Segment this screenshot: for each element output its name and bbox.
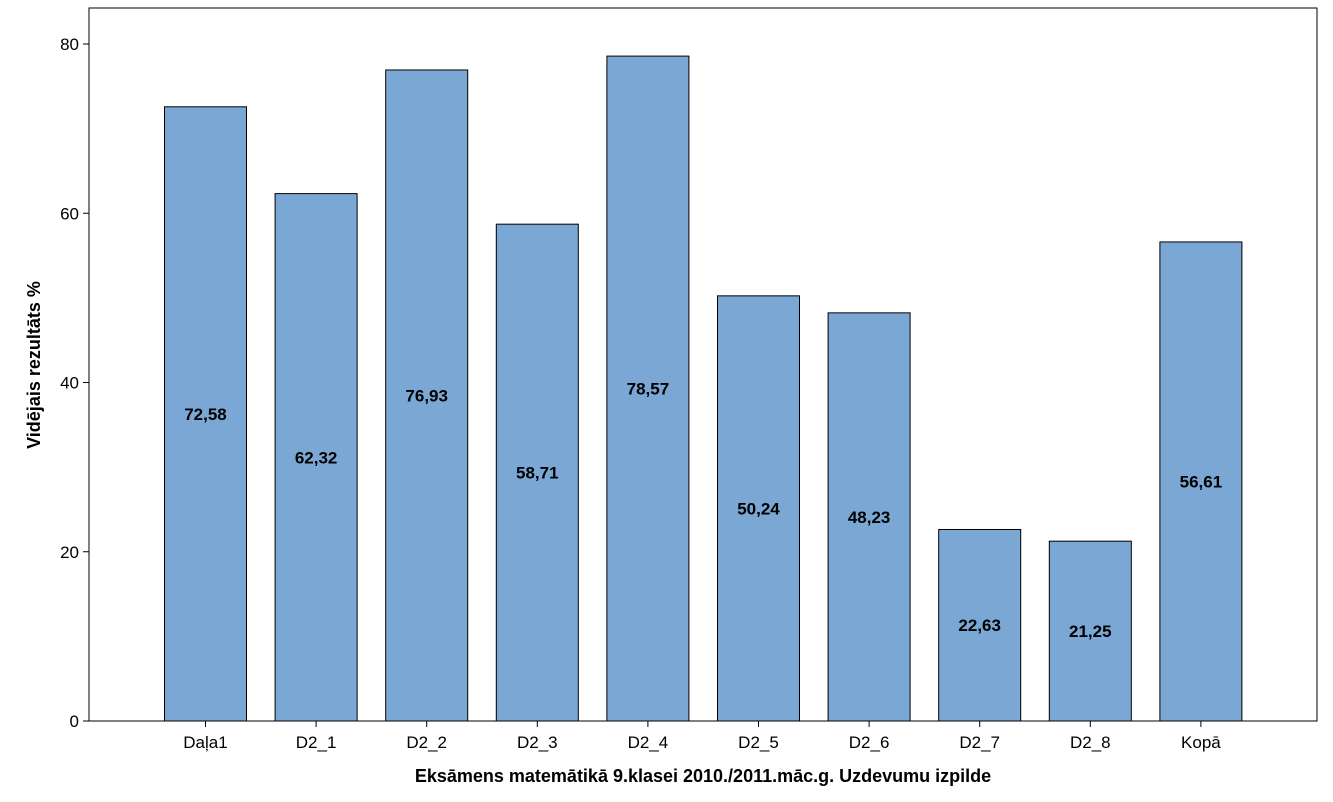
x-tick-label-Daļa1: Daļa1 — [183, 733, 227, 752]
bar-D2_5 — [717, 295, 800, 722]
bar-D2_2 — [385, 69, 469, 722]
bar-D2_3 — [495, 223, 579, 722]
x-tick-label-D2_7: D2_7 — [959, 733, 1000, 752]
bar-D2_1 — [274, 193, 358, 722]
data-label-D2_5: 50,24 — [737, 499, 780, 518]
y-axis-title: Vidējais rezultāts % — [24, 281, 44, 449]
x-axis: Daļa1 D2_1 D2_2 D2_3 D2_4 D2_5 D2_6 D2_7 D2_8 Kop… — [183, 721, 1221, 752]
x-tick-label-D2_3: D2_3 — [517, 733, 558, 752]
bars — [164, 55, 1243, 722]
x-tick-label-D2_6: D2_6 — [849, 733, 890, 752]
x-tick-label-D2_4: D2_4 — [628, 733, 669, 752]
data-label-D2_7: 22,63 — [958, 616, 1001, 635]
y-tick-label: 0 — [70, 712, 79, 731]
data-label-D2_3: 58,71 — [516, 464, 559, 483]
data-label-Kopā: 56,61 — [1180, 472, 1223, 491]
data-labels: 72,58 62,32 76,93 58,71 78,57 50,24 48,23 22,63… — [184, 380, 1222, 642]
bar-Daļa1 — [164, 106, 247, 722]
x-tick-label-D2_8: D2_8 — [1070, 733, 1111, 752]
data-label-Daļa1: 72,58 — [184, 405, 227, 424]
x-axis-title: Eksāmens matemātikā 9.klasei 2010./2011.… — [415, 766, 991, 786]
data-label-D2_1: 62,32 — [295, 448, 338, 467]
bar-Kopā — [1159, 241, 1243, 722]
x-tick-label-D2_2: D2_2 — [406, 733, 447, 752]
x-tick-label-D2_5: D2_5 — [738, 733, 779, 752]
data-label-D2_6: 48,23 — [848, 508, 891, 527]
y-tick-label: 80 — [60, 35, 79, 54]
y-tick-label: 60 — [60, 204, 79, 223]
y-tick-label: 40 — [60, 374, 79, 393]
y-tick-label: 20 — [60, 543, 79, 562]
data-label-D2_2: 76,93 — [405, 386, 448, 405]
bar-D2_4 — [606, 55, 690, 722]
x-tick-label-D2_1: D2_1 — [296, 733, 337, 752]
bar-D2_7 — [938, 528, 1022, 722]
y-axis: 0 20 40 60 80 — [60, 35, 89, 731]
x-tick-label-Kopā: Kopā — [1181, 733, 1221, 752]
data-label-D2_4: 78,57 — [627, 380, 670, 399]
data-label-D2_8: 21,25 — [1069, 622, 1112, 641]
plot-area — [88, 7, 1318, 722]
